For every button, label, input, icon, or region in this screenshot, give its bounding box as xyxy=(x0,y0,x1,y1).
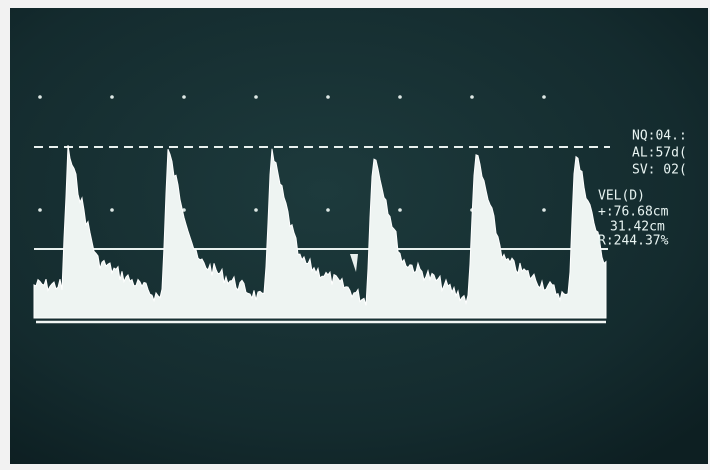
scale-dot xyxy=(254,208,258,212)
setting-text: SV: 02( xyxy=(632,163,687,178)
scale-dot xyxy=(110,95,114,99)
scale-dot xyxy=(182,95,186,99)
scale-dot xyxy=(398,208,402,212)
ultrasound-screen: NQ:04.: AL:57d( SV: 02( VEL(D) +:76.68cm… xyxy=(0,0,710,470)
scale-dot xyxy=(326,95,330,99)
scale-dot xyxy=(542,95,546,99)
scale-dot xyxy=(326,208,330,212)
scale-dot xyxy=(38,208,42,212)
scale-dot xyxy=(38,95,42,99)
page: NQ:04.: AL:57d( SV: 02( VEL(D) +:76.68cm… xyxy=(0,0,710,470)
scale-dot xyxy=(470,95,474,99)
measurement-title: VEL(D) xyxy=(598,189,645,204)
setting-text: NQ:04.: xyxy=(632,129,687,144)
measurement-line: 31.42cm xyxy=(610,220,665,235)
scale-dot xyxy=(398,95,402,99)
scale-dot xyxy=(542,208,546,212)
measurement-line: +:76.68cm xyxy=(598,205,669,220)
measurement-line: R:244.37% xyxy=(598,234,669,249)
setting-text: AL:57d( xyxy=(632,146,687,161)
scale-dot xyxy=(110,208,114,212)
scale-dot xyxy=(254,95,258,99)
